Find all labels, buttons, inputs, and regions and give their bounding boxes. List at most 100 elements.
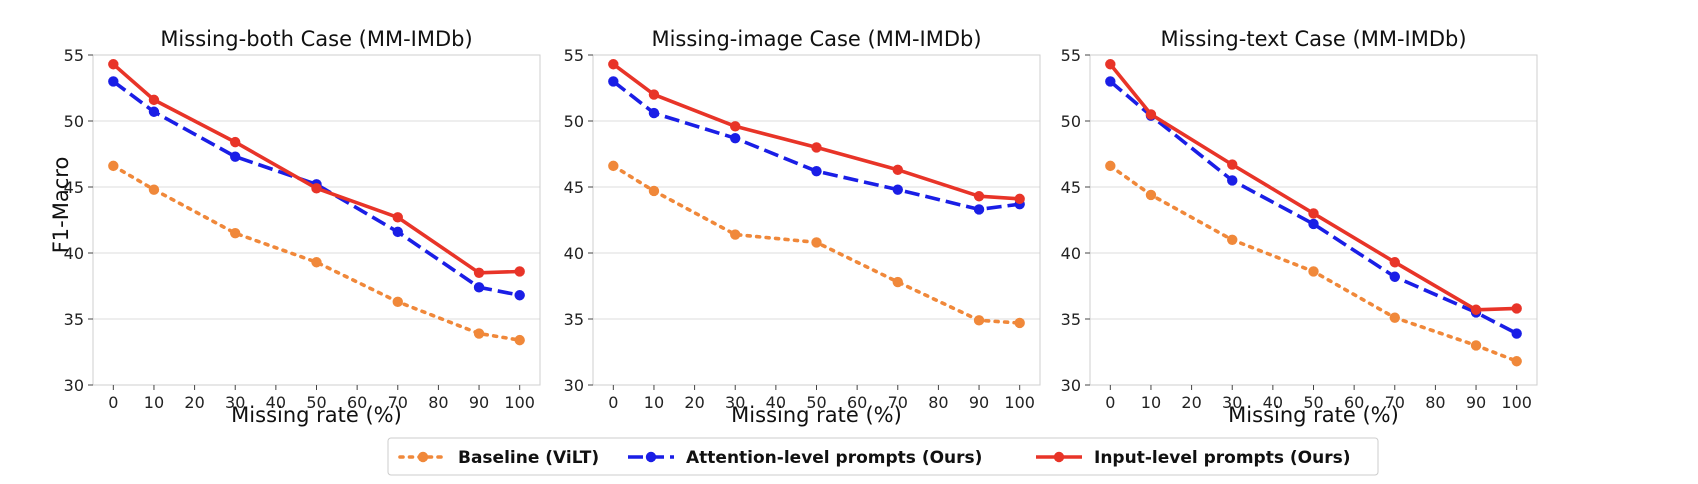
data-point [392, 212, 403, 223]
data-point [148, 184, 160, 195]
subplot-2: 30 35 40 45 50 55 0 10 20 30 40 50 60 70 80 90 100 Missin… [564, 27, 1041, 427]
data-point [1389, 257, 1400, 268]
data-point [514, 266, 525, 277]
x-tick-label: 10 [644, 393, 664, 412]
data-point [108, 160, 119, 172]
subplot-3: 30 35 40 45 50 55 0 10 20 30 40 50 60 70 80 90 100 Missin… [1061, 27, 1538, 427]
x-tick-label: 0 [108, 393, 118, 412]
data-point [1389, 312, 1400, 323]
x-tick-label: 40 [1263, 393, 1283, 412]
data-point [473, 328, 485, 339]
data-point [473, 267, 485, 278]
series-1 [608, 160, 1025, 329]
data-point [1511, 328, 1522, 339]
legend-label: Baseline (ViLT) [458, 448, 599, 468]
x-tick-label: 0 [608, 393, 618, 412]
x-tick-label: 100 [504, 393, 535, 412]
x-tick-label: 90 [469, 393, 489, 412]
x-tick-label: 70 [888, 393, 908, 412]
x-tick-label: 50 [306, 393, 326, 412]
x-tick-label: 30 [1222, 393, 1242, 412]
legend-entry-1: Baseline (ViLT) [398, 448, 599, 468]
series-line [1109, 80, 1518, 336]
data-point [1145, 109, 1157, 120]
series-3 [108, 59, 525, 278]
data-point [648, 89, 660, 100]
x-tick-label: 60 [847, 393, 867, 412]
data-point [1105, 76, 1116, 87]
data-point [1511, 303, 1522, 314]
chart-title: Missing-image Case (MM-IMDb) [651, 27, 981, 51]
legend-frame [387, 437, 1379, 476]
data-point [230, 228, 241, 239]
y-tick-label: 55 [1061, 46, 1081, 65]
data-point [608, 160, 619, 172]
data-point [1308, 208, 1319, 219]
data-point [608, 76, 619, 87]
data-point [392, 226, 403, 238]
data-point [1105, 160, 1116, 172]
y-tick-label: 35 [64, 310, 84, 329]
legend-marker [645, 451, 657, 463]
data-point [648, 185, 660, 197]
x-tick-label: 80 [428, 393, 448, 412]
series-line [112, 62, 520, 275]
legend: Baseline (ViLT) Attention-level prompts (… [387, 437, 1379, 476]
chart-title: Missing-text Case (MM-IMDb) [1160, 27, 1466, 51]
y-tick-label: 30 [64, 376, 84, 395]
legend-marker [1053, 451, 1065, 463]
y-tick-label: 30 [1061, 376, 1081, 395]
x-tick-label: 30 [225, 393, 245, 412]
y-tick-label: 45 [1061, 178, 1081, 197]
y-tick-label: 50 [1061, 112, 1081, 131]
data-point [1105, 59, 1116, 70]
data-point [1308, 266, 1319, 277]
y-tick-label: 35 [1061, 310, 1081, 329]
y-tick-label: 40 [564, 244, 584, 263]
data-point [730, 132, 741, 144]
data-point [973, 204, 985, 215]
data-point [1145, 189, 1157, 201]
x-tick-label: 90 [1466, 393, 1486, 412]
legend-marker [417, 451, 429, 463]
data-point [1014, 193, 1025, 205]
x-tick-label: 70 [1385, 393, 1405, 412]
data-point [892, 276, 903, 288]
series-3 [1105, 59, 1522, 315]
data-point [1227, 159, 1238, 170]
x-tick-label: 0 [1105, 393, 1115, 412]
legend-label: Input-level prompts (Ours) [1094, 448, 1350, 468]
series-2 [108, 76, 525, 301]
data-point [1389, 271, 1400, 282]
data-point [1470, 340, 1482, 351]
data-point [973, 191, 985, 202]
x-tick-label: 10 [144, 393, 164, 412]
x-tick-label: 50 [1303, 393, 1323, 412]
data-point [811, 142, 822, 153]
x-tick-label: 10 [1141, 393, 1161, 412]
data-point [108, 76, 119, 87]
series-line [1108, 164, 1519, 364]
data-point [514, 334, 525, 346]
data-point [973, 315, 985, 326]
x-axis-label: Missing rate (%) [731, 403, 902, 427]
data-point [1014, 317, 1025, 329]
x-tick-label: 20 [184, 393, 204, 412]
data-point [514, 290, 525, 301]
data-point [148, 94, 160, 106]
y-tick-label: 55 [64, 46, 84, 65]
x-tick-label: 60 [347, 393, 367, 412]
data-point [311, 183, 322, 194]
x-tick-label: 50 [806, 393, 826, 412]
x-tick-label: 100 [1501, 393, 1532, 412]
data-point [473, 282, 485, 293]
x-tick-label: 100 [1004, 393, 1035, 412]
y-tick-label: 50 [564, 112, 584, 131]
data-point [108, 59, 119, 70]
y-tick-label: 50 [64, 112, 84, 131]
series-1 [1105, 160, 1522, 367]
legend-label: Attention-level prompts (Ours) [686, 448, 982, 468]
x-tick-label: 80 [1425, 393, 1445, 412]
x-tick-label: 70 [388, 393, 408, 412]
